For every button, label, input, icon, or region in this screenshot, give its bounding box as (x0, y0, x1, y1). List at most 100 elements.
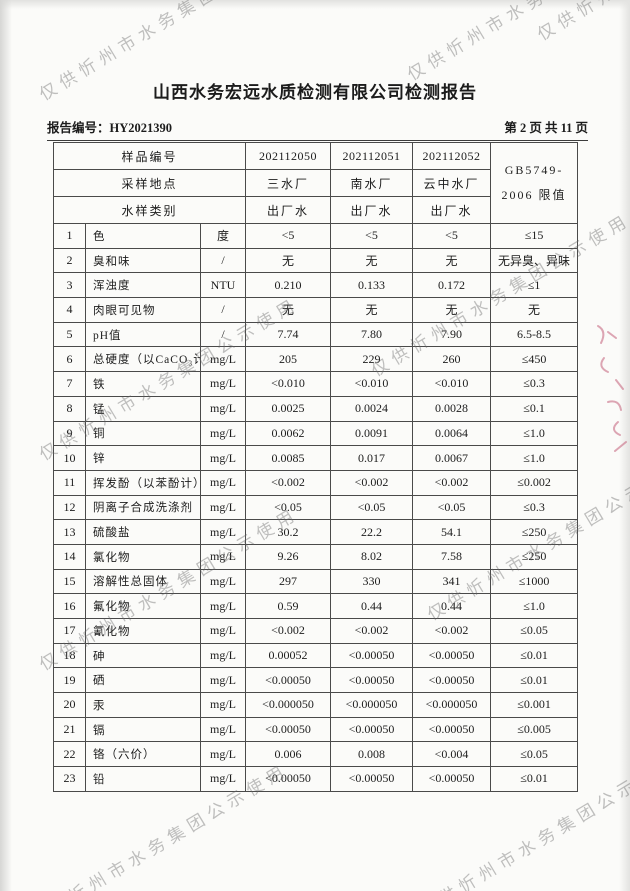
unit: mg/L (199, 445, 247, 471)
row-index: 13 (53, 519, 86, 545)
sample-type: 出厂水 (412, 196, 492, 224)
table-row: 13 硫酸盐 mg/L 30.2 22.2 54.1 ≤250 (53, 519, 579, 545)
unit: mg/L (199, 469, 247, 496)
parameter-name: 挥发酚（以苯酚计） (85, 469, 201, 496)
value-sample-2: 0.133 (330, 272, 414, 299)
sample-no-label: 样品编号 (52, 142, 247, 170)
row-index: 11 (53, 469, 86, 496)
limit-value: ≤0.005 (490, 716, 579, 743)
value-sample-2: <0.00050 (330, 642, 414, 669)
row-index: 8 (53, 395, 86, 422)
value-sample-3: <0.010 (412, 371, 492, 397)
value-sample-3: 0.44 (412, 593, 492, 619)
unit: 度 (199, 223, 247, 249)
value-sample-3: 7.58 (412, 543, 492, 570)
value-sample-1: <0.05 (245, 494, 332, 521)
parameter-name: 肉眼可见物 (85, 297, 201, 323)
value-sample-3: <0.05 (412, 494, 492, 521)
parameter-name: 汞 (85, 692, 201, 718)
page-indicator: 第 2 页 共 11 页 (504, 121, 588, 135)
parameter-name: 浑浊度 (85, 272, 201, 299)
parameter-name: 阴离子合成洗涤剂 (85, 494, 201, 521)
table-row: 17 氰化物 mg/L <0.002 <0.002 <0.002 ≤0.05 (53, 618, 579, 644)
table-row: 19 硒 mg/L <0.00050 <0.00050 <0.00050 ≤0.01 (53, 667, 579, 694)
row-index: 18 (53, 642, 86, 669)
row-index: 7 (53, 371, 86, 397)
limit-value: ≤250 (490, 519, 579, 545)
value-sample-2: <0.000050 (330, 692, 414, 718)
limit-value: ≤0.01 (490, 766, 579, 792)
row-index: 2 (53, 247, 86, 274)
sample-id: 202112052 (412, 142, 492, 170)
unit: NTU (199, 272, 247, 299)
unit: mg/L (199, 692, 247, 718)
value-sample-1: <0.00050 (245, 716, 332, 743)
parameter-name: 硒 (85, 667, 201, 694)
unit: / (199, 297, 247, 323)
table-row-sample-no: 样品编号 202112050 202112051 202112052 GB574… (52, 142, 579, 224)
value-sample-3: <5 (412, 223, 492, 249)
table-row: 20 汞 mg/L <0.000050 <0.000050 <0.000050 ≤0.001 (53, 692, 579, 718)
row-index: 19 (53, 667, 86, 694)
row-index: 21 (53, 716, 86, 743)
value-sample-3: 0.0067 (412, 445, 492, 471)
parameter-name: 臭和味 (85, 247, 201, 274)
value-sample-1: <0.00050 (245, 766, 332, 792)
row-index: 10 (53, 445, 86, 471)
table-row: 15 溶解性总固体 mg/L 297 330 341 ≤1000 (53, 568, 579, 595)
limit-value: 无 (490, 297, 579, 323)
value-sample-2: 无 (330, 247, 414, 274)
value-sample-3: 无 (412, 297, 492, 323)
scan-edge-left (0, 0, 12, 891)
row-index: 22 (53, 741, 86, 768)
value-sample-1: <0.000050 (245, 692, 332, 718)
location-label: 采样地点 (52, 169, 247, 197)
value-sample-2: <5 (330, 223, 414, 249)
unit: mg/L (199, 519, 247, 545)
table-row: 3 浑浊度 NTU 0.210 0.133 0.172 ≤1 (53, 272, 579, 299)
row-index: 20 (53, 692, 86, 718)
value-sample-2: <0.002 (330, 618, 414, 644)
limit-value: 6.5-8.5 (490, 321, 579, 348)
value-sample-2: 0.0091 (330, 420, 414, 447)
row-index: 5 (53, 321, 86, 348)
value-sample-3: <0.000050 (412, 692, 492, 718)
limit-value: ≤1.0 (490, 445, 579, 471)
value-sample-3: <0.004 (412, 741, 492, 768)
sample-location: 三水厂 (245, 169, 332, 197)
table-row: 11 挥发酚（以苯酚计） mg/L <0.002 <0.002 <0.002 ≤0.002 (53, 469, 579, 496)
report-meta: 报告编号：HY2021390 第 2 页 共 11 页 (47, 117, 588, 141)
limit-value: ≤250 (490, 543, 579, 570)
parameter-name: 氟化物 (85, 593, 201, 619)
value-sample-1: 无 (245, 297, 332, 323)
value-sample-1: 无 (245, 247, 332, 274)
value-sample-2: <0.00050 (330, 667, 414, 694)
limit-value: ≤1.0 (490, 593, 579, 619)
parameter-name: 氯化物 (85, 543, 201, 570)
value-sample-1: 9.26 (245, 543, 332, 570)
parameter-name: 铬（六价） (85, 741, 201, 768)
value-sample-2: 229 (330, 346, 414, 373)
unit: mg/L (199, 766, 247, 792)
limit-value: ≤0.3 (490, 371, 579, 397)
parameter-name: pH值 (85, 321, 201, 348)
value-sample-3: 0.0028 (412, 395, 492, 422)
row-index: 23 (53, 766, 86, 792)
value-sample-1: 205 (245, 346, 332, 373)
unit: mg/L (199, 371, 247, 397)
parameter-name: 锰 (85, 395, 201, 422)
value-sample-3: 0.172 (412, 272, 492, 299)
table-row: 14 氯化物 mg/L 9.26 8.02 7.58 ≤250 (53, 543, 579, 570)
value-sample-1: 0.0025 (245, 395, 332, 422)
value-sample-3: 7.90 (412, 321, 492, 348)
value-sample-1: 7.74 (245, 321, 332, 348)
limit-value: ≤450 (490, 346, 579, 373)
table-row: 18 砷 mg/L 0.00052 <0.00050 <0.00050 ≤0.01 (53, 642, 579, 669)
table-row-sample-type: 水样类别 出厂水 出厂水 出厂水 (52, 196, 578, 224)
value-sample-1: <0.002 (245, 469, 332, 496)
limit-value: ≤0.002 (490, 469, 579, 496)
unit: / (199, 321, 247, 348)
value-sample-2: 0.017 (330, 445, 414, 471)
parameter-name: 镉 (85, 716, 201, 743)
